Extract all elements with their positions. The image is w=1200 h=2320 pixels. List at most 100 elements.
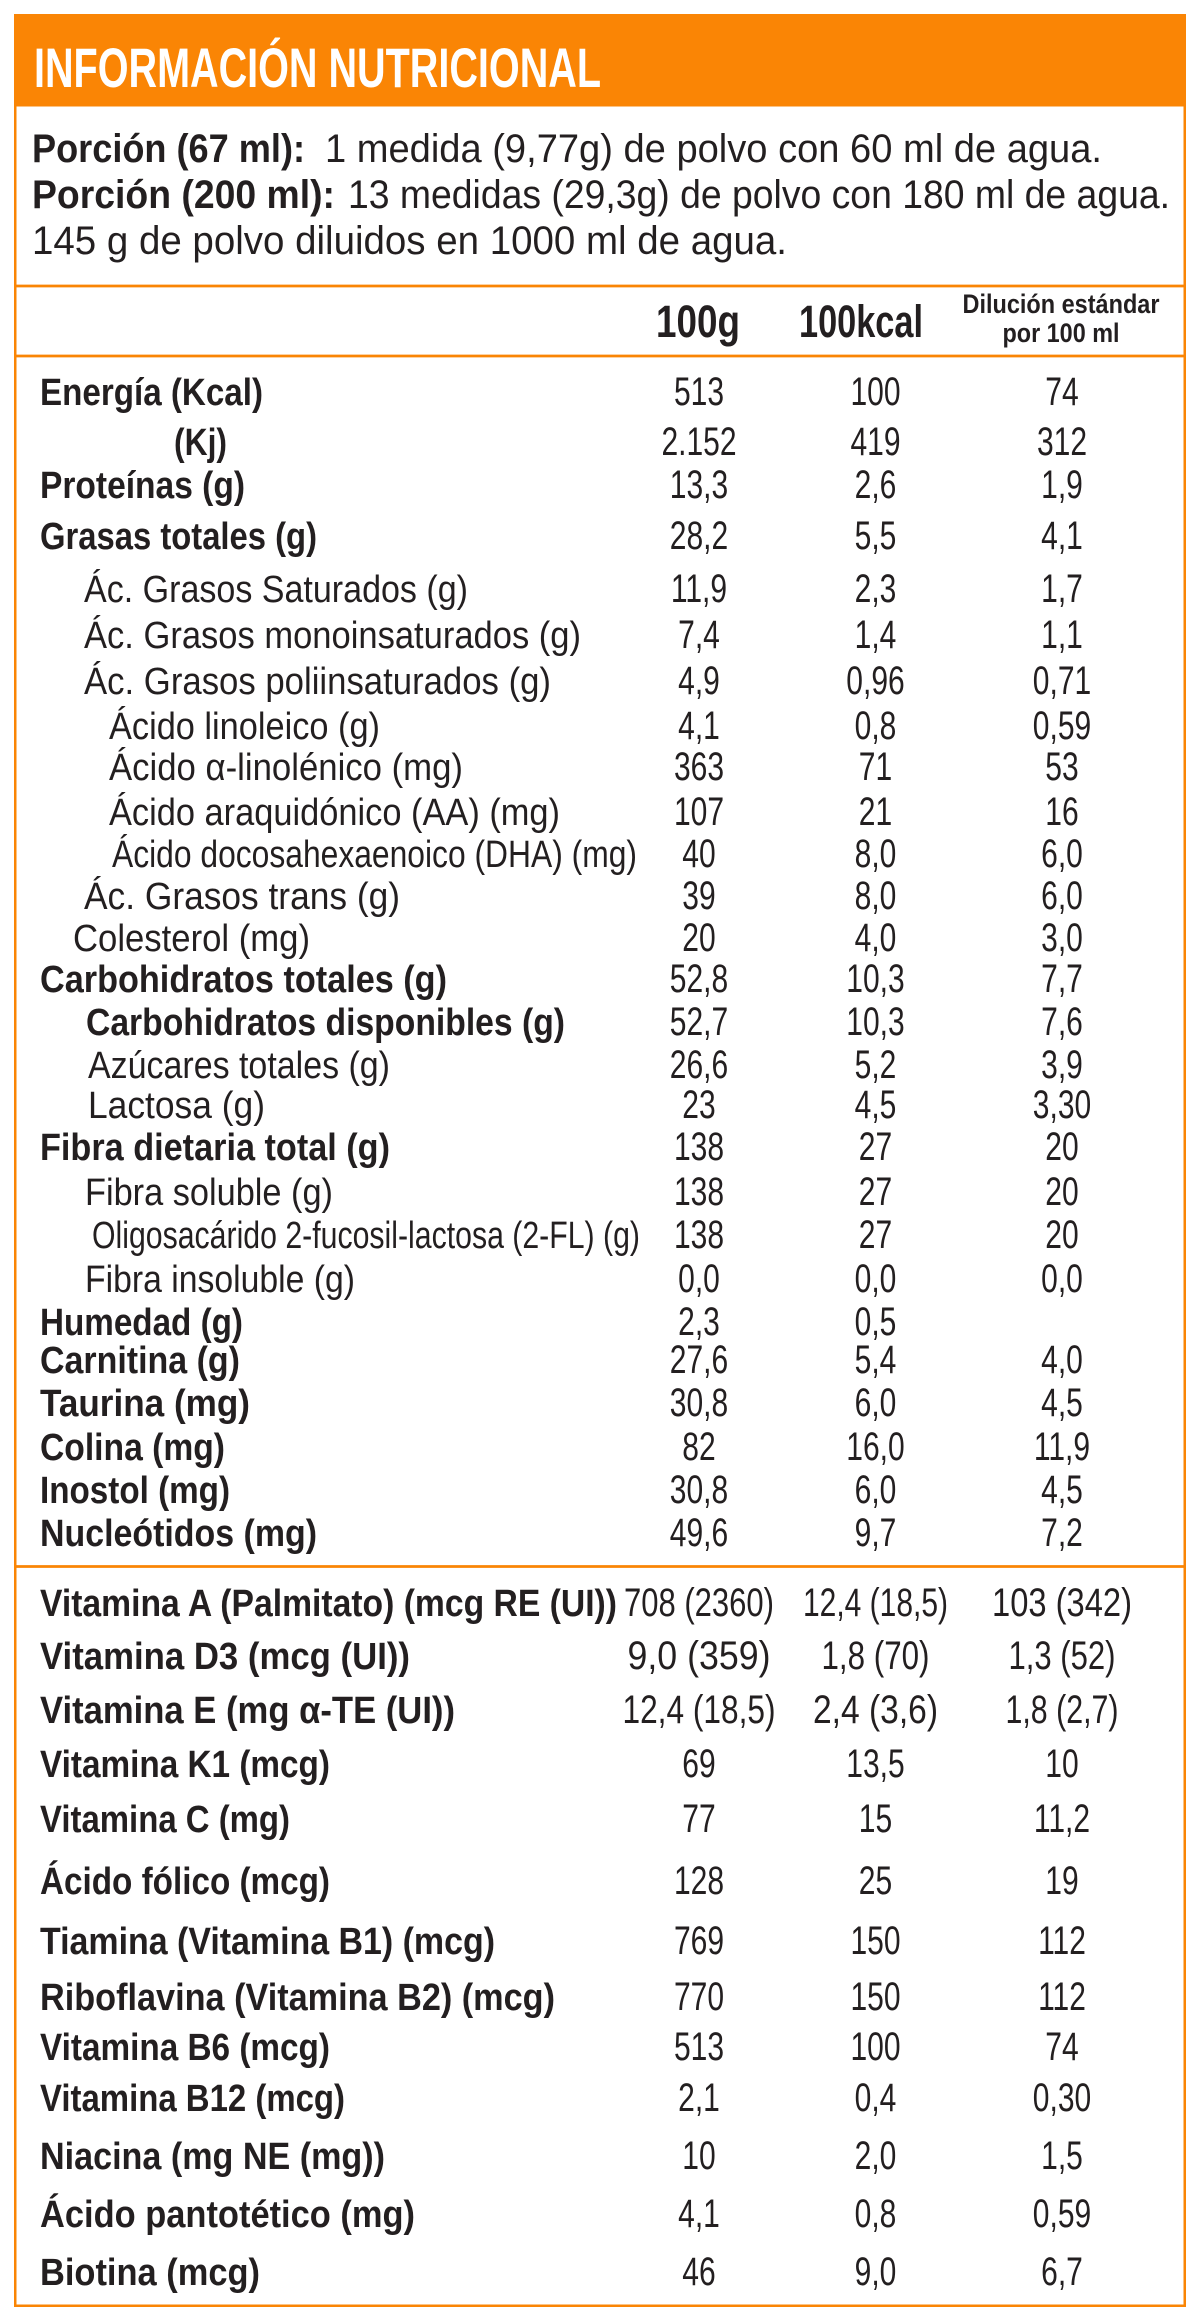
svg-text:Vitamina A (Palmitato) (mcg RE: Vitamina A (Palmitato) (mcg RE (UI)) xyxy=(40,1583,617,1625)
svg-text:Inostol (mg): Inostol (mg) xyxy=(40,1470,230,1512)
svg-text:Ácido pantotético (mg): Ácido pantotético (mg) xyxy=(40,2192,415,2236)
svg-text:6,0: 6,0 xyxy=(1041,832,1083,876)
svg-text:2.152: 2.152 xyxy=(661,420,736,464)
svg-text:Colina (mg): Colina (mg) xyxy=(40,1427,225,1469)
svg-text:Ác. Grasos monoinsaturados (g): Ác. Grasos monoinsaturados (g) xyxy=(84,614,581,657)
svg-text:0,8: 0,8 xyxy=(855,704,897,748)
svg-text:2,3: 2,3 xyxy=(678,1300,720,1344)
svg-text:4,0: 4,0 xyxy=(1041,1338,1083,1382)
svg-text:1,3 (52): 1,3 (52) xyxy=(1009,1634,1116,1678)
svg-text:8,0: 8,0 xyxy=(855,832,897,876)
svg-text:52,7: 52,7 xyxy=(670,1000,728,1044)
svg-text:Ácido araquidónico (AA) (mg): Ácido araquidónico (AA) (mg) xyxy=(109,791,560,834)
svg-text:138: 138 xyxy=(674,1170,724,1214)
svg-text:Vitamina B6 (mcg): Vitamina B6 (mcg) xyxy=(40,2027,330,2069)
svg-text:363: 363 xyxy=(674,745,724,789)
svg-text:103 (342): 103 (342) xyxy=(992,1581,1132,1625)
svg-text:Proteínas (g): Proteínas (g) xyxy=(40,465,245,507)
svg-text:20: 20 xyxy=(1045,1213,1078,1257)
svg-text:3,9: 3,9 xyxy=(1041,1043,1083,1087)
svg-text:27: 27 xyxy=(859,1213,892,1257)
svg-text:Lactosa (g): Lactosa (g) xyxy=(88,1085,265,1127)
svg-text:4,9: 4,9 xyxy=(678,659,720,703)
svg-text:53: 53 xyxy=(1045,745,1078,789)
svg-text:Tiamina (Vitamina B1) (mcg): Tiamina (Vitamina B1) (mcg) xyxy=(40,1921,495,1963)
svg-text:Fibra soluble (g): Fibra soluble (g) xyxy=(85,1172,333,1214)
svg-text:Ácido fólico (mcg): Ácido fólico (mcg) xyxy=(40,1859,330,1903)
svg-text:Biotina (mcg): Biotina (mcg) xyxy=(40,2252,260,2294)
svg-text:16,0: 16,0 xyxy=(846,1425,904,1469)
svg-text:71: 71 xyxy=(859,745,892,789)
svg-text:112: 112 xyxy=(1038,1919,1086,1963)
svg-text:0,5: 0,5 xyxy=(855,1300,897,1344)
svg-text:7,7: 7,7 xyxy=(1041,957,1083,1001)
svg-text:513: 513 xyxy=(674,2025,724,2069)
svg-text:52,8: 52,8 xyxy=(670,957,728,1001)
svg-text:Nucleótidos (mg): Nucleótidos (mg) xyxy=(40,1513,317,1555)
svg-text:49,6: 49,6 xyxy=(670,1511,728,1555)
svg-text:13,5: 13,5 xyxy=(846,1742,904,1786)
svg-text:100kcal: 100kcal xyxy=(799,296,923,347)
svg-text:3,30: 3,30 xyxy=(1033,1083,1091,1127)
svg-text:28,2: 28,2 xyxy=(670,514,728,558)
svg-text:12,4 (18,5): 12,4 (18,5) xyxy=(803,1581,948,1625)
svg-text:11,2: 11,2 xyxy=(1034,1797,1090,1841)
svg-text:2,0: 2,0 xyxy=(855,2134,897,2178)
svg-text:0,59: 0,59 xyxy=(1033,704,1091,748)
svg-text:0,30: 0,30 xyxy=(1033,2076,1091,2120)
svg-text:0,96: 0,96 xyxy=(846,659,904,703)
svg-text:7,2: 7,2 xyxy=(1041,1511,1083,1555)
svg-text:Ácido α-linolénico (mg): Ácido α-linolénico (mg) xyxy=(109,746,463,789)
svg-text:5,4: 5,4 xyxy=(855,1338,897,1382)
svg-text:3,0: 3,0 xyxy=(1041,916,1083,960)
svg-text:2,3: 2,3 xyxy=(855,567,897,611)
svg-text:Fibra dietaria total (g): Fibra dietaria total (g) xyxy=(40,1127,390,1169)
svg-text:26,6: 26,6 xyxy=(670,1043,728,1087)
svg-text:Ác. Grasos trans (g): Ác. Grasos trans (g) xyxy=(84,875,400,918)
svg-text:6,0: 6,0 xyxy=(1041,874,1083,918)
svg-text:20: 20 xyxy=(1045,1125,1078,1169)
svg-text:19: 19 xyxy=(1045,1859,1078,1903)
svg-text:0,0: 0,0 xyxy=(678,1257,720,1301)
svg-text:1,7: 1,7 xyxy=(1041,567,1083,611)
svg-text:10: 10 xyxy=(1045,1742,1078,1786)
svg-text:69: 69 xyxy=(682,1742,715,1786)
svg-text:769: 769 xyxy=(674,1919,724,1963)
svg-text:Energía (Kcal): Energía (Kcal) xyxy=(40,372,263,414)
svg-text:27: 27 xyxy=(859,1125,892,1169)
svg-text:4,5: 4,5 xyxy=(855,1083,897,1127)
svg-text:20: 20 xyxy=(682,916,715,960)
svg-text:(Kj): (Kj) xyxy=(174,422,227,464)
svg-text:40: 40 xyxy=(682,832,715,876)
svg-text:Ácido linoleico (g): Ácido linoleico (g) xyxy=(109,705,380,748)
svg-text:0,59: 0,59 xyxy=(1033,2192,1091,2236)
svg-text:708 (2360): 708 (2360) xyxy=(624,1581,774,1625)
svg-text:Dilución estándar: Dilución estándar xyxy=(963,289,1160,319)
svg-text:13,3: 13,3 xyxy=(670,463,728,507)
svg-text:74: 74 xyxy=(1045,370,1078,414)
svg-text:4,0: 4,0 xyxy=(855,916,897,960)
svg-text:100: 100 xyxy=(850,370,900,414)
svg-text:9,0 (359): 9,0 (359) xyxy=(628,1634,771,1678)
svg-text:100: 100 xyxy=(850,2025,900,2069)
svg-text:5,5: 5,5 xyxy=(855,514,897,558)
svg-text:1,8 (70): 1,8 (70) xyxy=(822,1634,930,1678)
svg-text:1 medida (9,77g) de polvo con: 1 medida (9,77g) de polvo con 60 ml de a… xyxy=(325,127,1102,171)
svg-text:4,1: 4,1 xyxy=(678,704,720,748)
svg-text:419: 419 xyxy=(850,420,900,464)
svg-text:128: 128 xyxy=(674,1859,724,1903)
svg-text:112: 112 xyxy=(1038,1975,1086,2019)
svg-text:150: 150 xyxy=(850,1919,900,1963)
svg-text:39: 39 xyxy=(682,874,715,918)
svg-text:Oligosacárido 2-fucosil-lactos: Oligosacárido 2-fucosil-lactosa (2-FL) (… xyxy=(92,1215,640,1257)
svg-text:11,9: 11,9 xyxy=(671,567,727,611)
svg-text:Vitamina C (mg): Vitamina C (mg) xyxy=(40,1799,290,1841)
svg-text:2,6: 2,6 xyxy=(855,463,897,507)
svg-text:12,4 (18,5): 12,4 (18,5) xyxy=(623,1688,776,1732)
svg-text:10,3: 10,3 xyxy=(846,1000,904,1044)
svg-text:7,6: 7,6 xyxy=(1041,1000,1083,1044)
svg-text:15: 15 xyxy=(859,1797,892,1841)
svg-text:0,4: 0,4 xyxy=(855,2076,897,2120)
svg-text:1,5: 1,5 xyxy=(1041,2134,1083,2178)
svg-text:513: 513 xyxy=(674,370,724,414)
